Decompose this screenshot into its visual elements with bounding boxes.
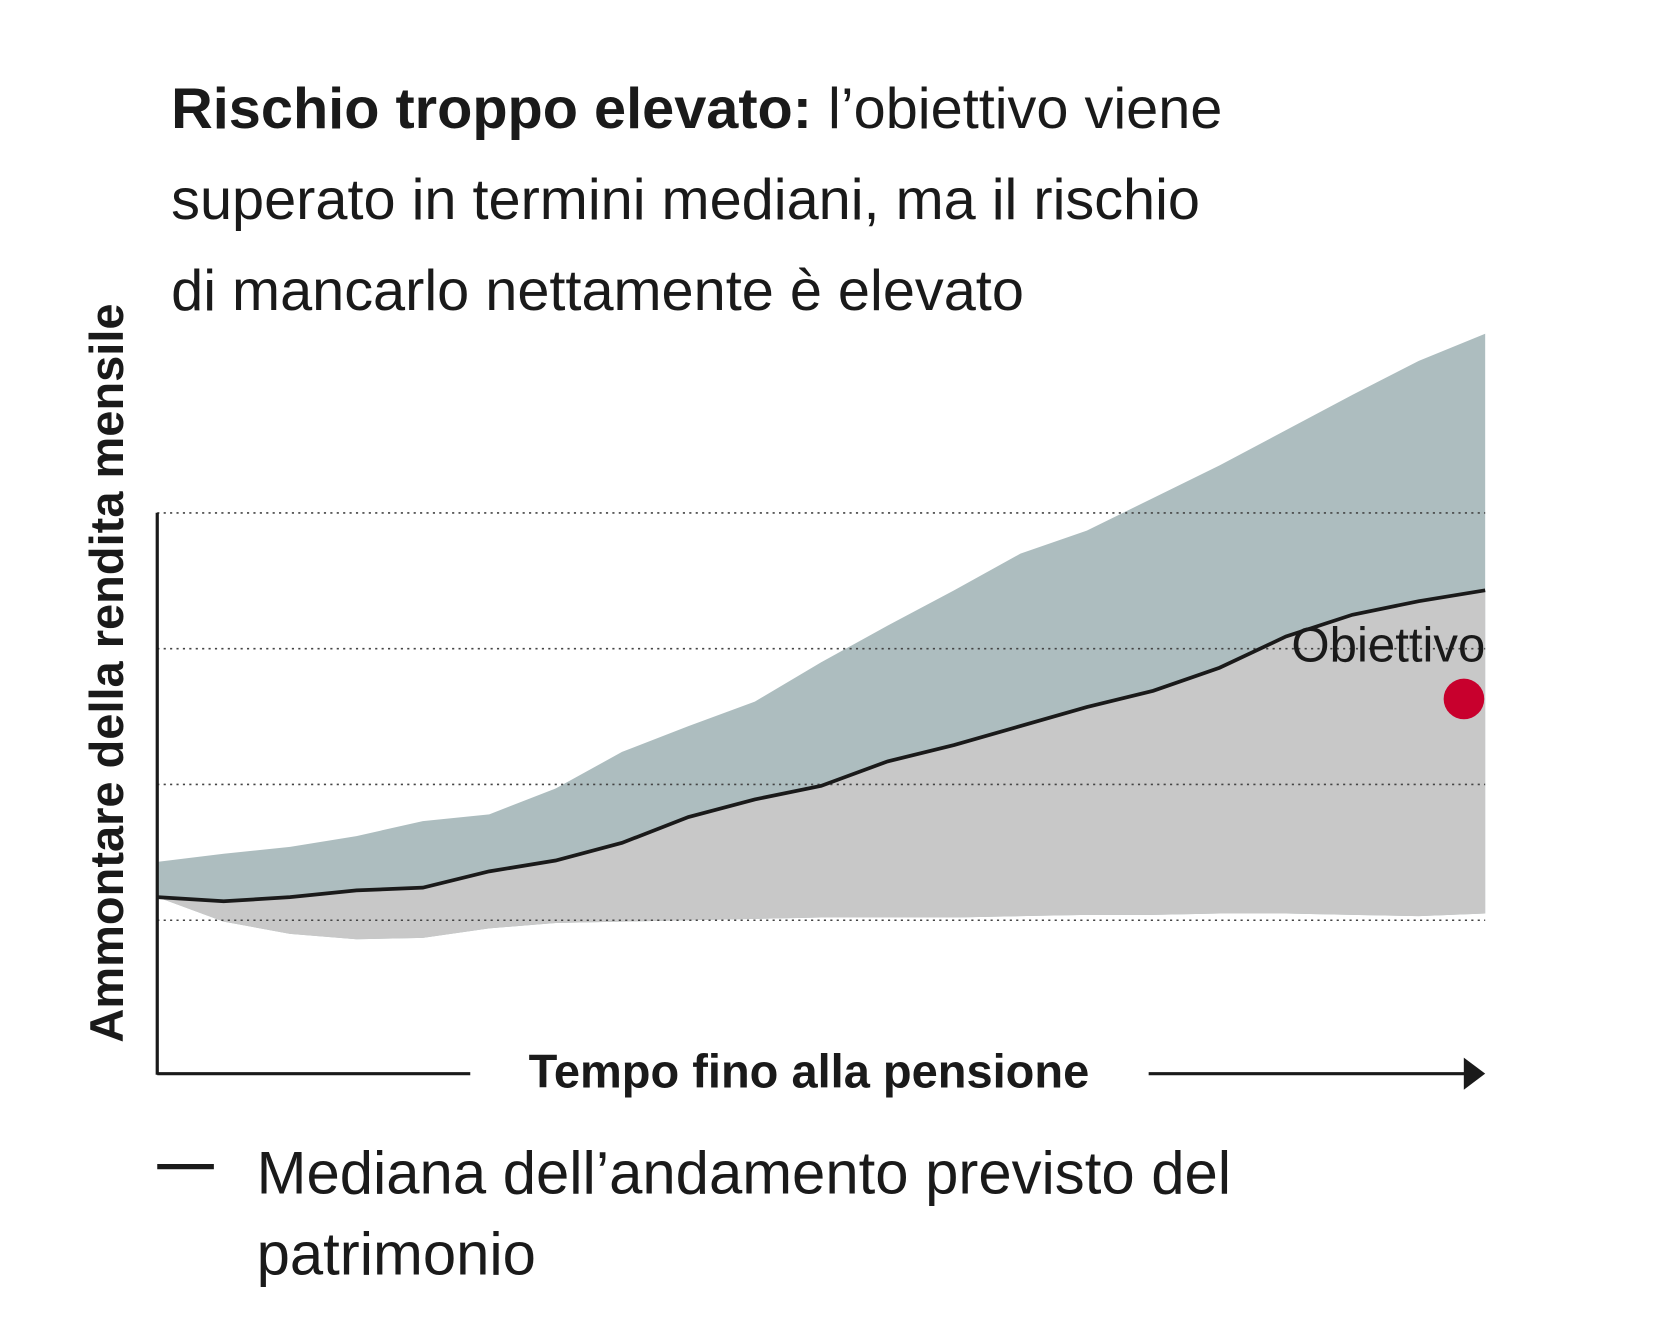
title-line: superato in termini mediani, ma il risch… [171,168,1200,232]
target-label: Obiettivo [1291,619,1485,673]
x-axis-arrow [1463,1057,1486,1090]
chart-title: Rischio troppo elevato: l’obiettivo vien… [171,77,1222,141]
plot: Obiettivo [157,333,1486,940]
median-line [157,588,1486,904]
legend: Mediana dell’andamento previsto del patr… [256,1138,1232,1288]
x-axis-label: Tempo fino alla pensione [529,1045,1090,1098]
y-axis-label: Ammontare della rendita mensile [80,303,133,1042]
title-line: l’obiettivo viene [828,77,1222,141]
band-area [157,590,1486,940]
target-dot [1443,678,1485,720]
title-bold: Rischio troppo elevato: [171,77,812,141]
title-line: di mancarlo nettamente è elevato [171,259,1024,323]
legend-label: Mediana dell’andamento previsto del patr… [256,1138,1232,1288]
